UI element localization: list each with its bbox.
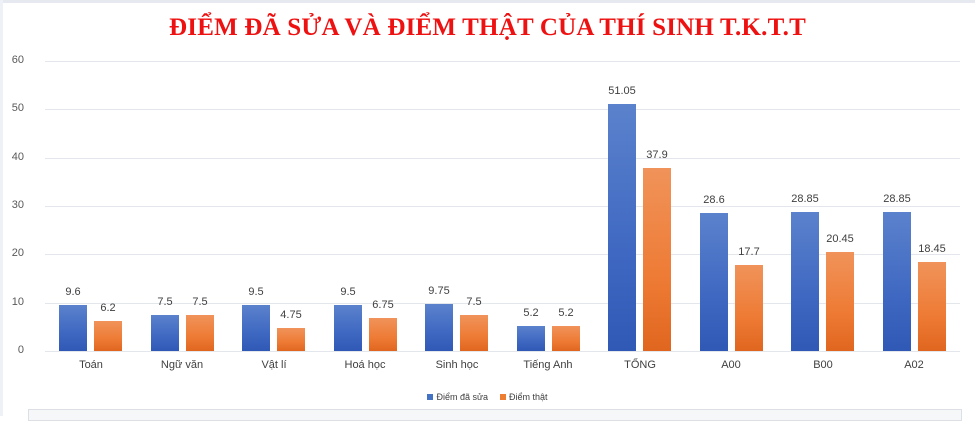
x-category-label: A00 [721,359,741,371]
data-label: 28.85 [883,193,911,205]
data-label: 51.05 [608,85,636,97]
bar-edited [791,212,819,351]
gridline [45,254,960,255]
bar-real [369,318,397,351]
left-border [0,0,3,416]
data-label: 9.5 [340,286,356,298]
y-tick-label: 0 [17,344,24,356]
bar-real [277,328,305,351]
bar-edited [151,315,179,351]
x-category-label: Vật lí [261,359,287,371]
data-label: 9.6 [65,286,81,298]
legend-label: Điểm thật [509,392,548,402]
bar-edited [700,213,728,351]
x-category-label: B00 [813,359,833,371]
data-label: 6.75 [372,299,394,311]
data-label: 7.5 [192,296,208,308]
chart-title: ĐIỂM ĐÃ SỬA VÀ ĐIỂM THẬT CỦA THÍ SINH T.… [169,14,806,41]
bar-edited [517,326,545,351]
x-category-label: A02 [904,359,924,371]
top-border [0,0,975,3]
x-category-label: Sinh học [435,359,479,371]
bar-real [460,315,488,351]
bottom-frame [28,409,962,421]
data-label: 9.75 [428,285,450,297]
legend-swatch-orange-icon [500,394,507,400]
y-tick-label: 60 [11,54,24,66]
data-label: 5.2 [558,307,574,319]
bar-real [918,262,946,351]
data-label: 28.6 [703,194,725,206]
bar-real [552,326,580,351]
bar-real [643,168,671,351]
bar-edited [334,305,362,351]
bar-edited [59,305,87,351]
bar-real [94,321,122,351]
legend-item-edited-score: Điểm đã sửa [427,392,488,402]
legend-item-real-score: Điểm thật [500,392,548,402]
gridline [45,61,960,62]
y-tick-label: 30 [11,199,24,211]
legend: Điểm đã sửa Điểm thật [0,392,975,402]
gridline [45,109,960,110]
y-tick-label: 20 [11,247,24,259]
gridline [45,351,960,352]
data-label: 18.45 [918,243,946,255]
x-category-label: TỔNG [624,359,656,371]
x-category-label: Toán [79,359,103,371]
data-label: 28.85 [791,193,819,205]
bar-edited [883,212,911,351]
data-label: 20.45 [826,233,854,245]
bar-edited [608,104,636,351]
x-category-label: Hoá học [344,359,386,371]
y-tick-label: 50 [11,102,24,114]
bar-edited [425,304,453,351]
y-tick-label: 10 [11,296,24,308]
data-label: 17.7 [738,246,760,258]
gridline [45,206,960,207]
bar-real [186,315,214,351]
gridline [45,158,960,159]
legend-swatch-blue-icon [427,394,434,400]
gridline [45,303,960,304]
x-category-label: Ngữ văn [160,359,204,371]
bar-real [826,252,854,351]
x-category-label: Tiếng Anh [523,359,573,371]
bar-real [735,265,763,351]
data-label: 6.2 [100,302,116,314]
data-label: 9.5 [248,286,264,298]
bar-edited [242,305,270,351]
y-tick-label: 40 [11,151,24,163]
data-label: 7.5 [157,296,173,308]
legend-label: Điểm đã sửa [436,392,489,402]
data-label: 7.5 [466,296,482,308]
data-label: 4.75 [280,309,302,321]
data-label: 5.2 [523,307,539,319]
data-label: 37.9 [646,149,668,161]
